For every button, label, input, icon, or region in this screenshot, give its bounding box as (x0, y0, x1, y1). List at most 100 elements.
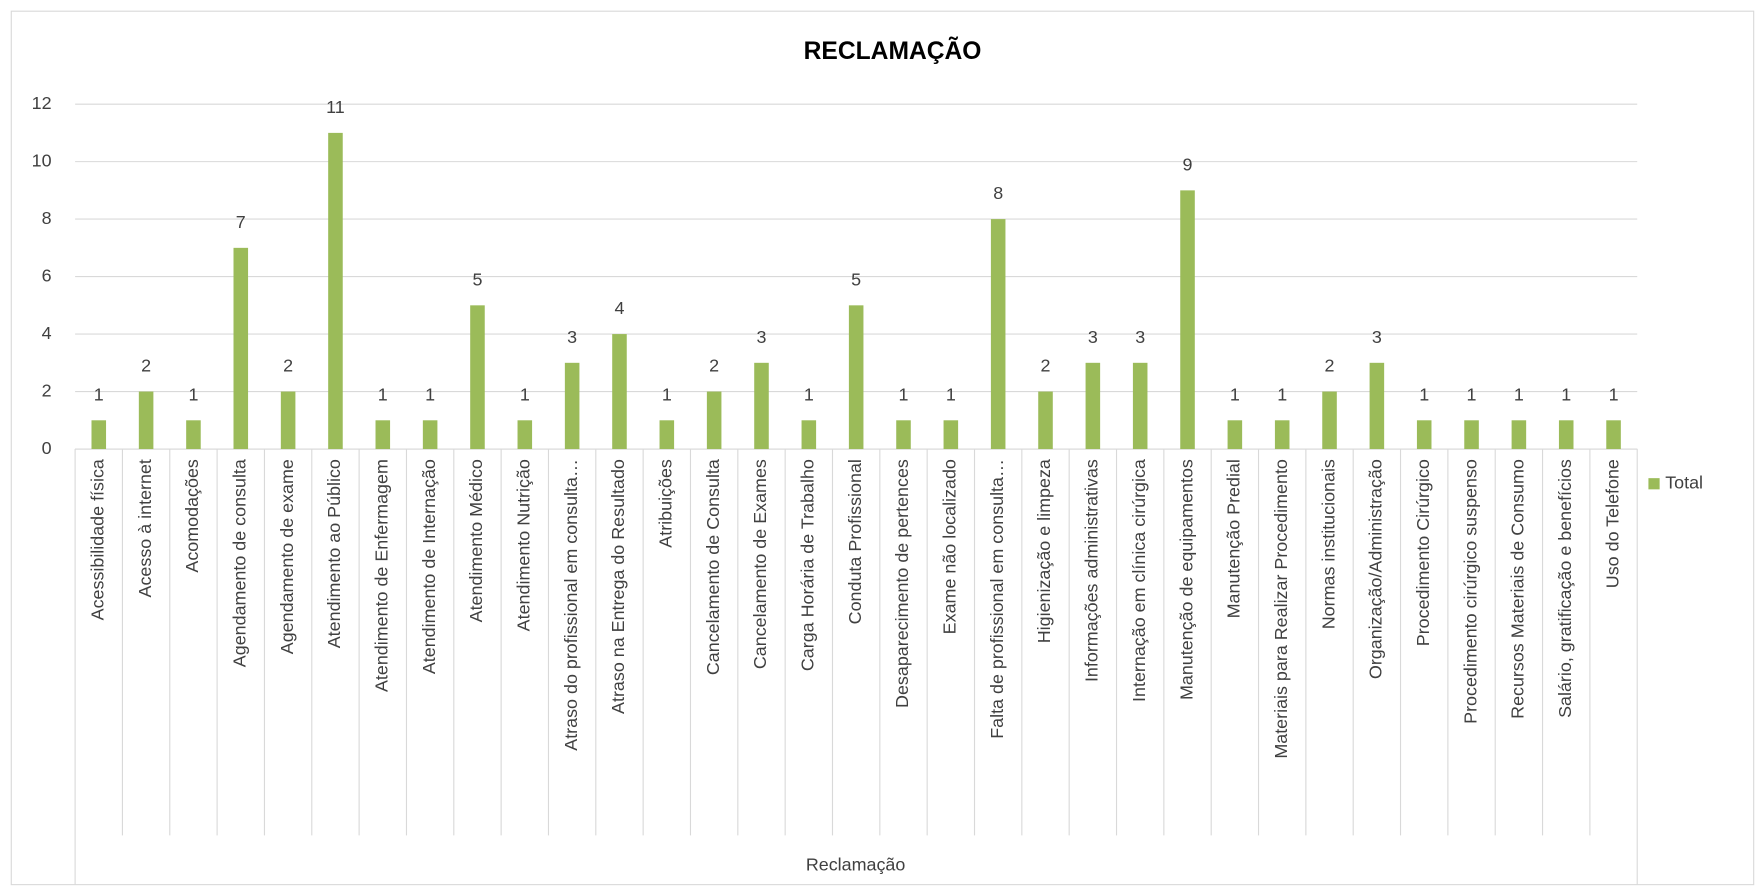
data-label: 1 (1419, 384, 1429, 404)
bar (233, 247, 249, 450)
bar (1322, 391, 1337, 450)
data-label: 3 (1135, 327, 1145, 347)
x-tick-label: Cancelamento de Exames (750, 459, 770, 669)
x-tick-label: Exame não localizado (940, 459, 960, 634)
data-label: 9 (1183, 154, 1193, 174)
bar (943, 420, 959, 450)
y-tick-label: 10 (32, 150, 52, 170)
x-tick-label: Desaparecimento de pertences (892, 459, 912, 708)
x-tick-label: Procedimento cirúrgico suspenso (1460, 459, 1480, 724)
legend-label: Total (1665, 472, 1703, 492)
x-tick-label: Atraso do profissional em consulta… (561, 459, 581, 751)
x-tick-label: Atendimento de Enfermagem (372, 459, 392, 692)
x-tick-label: Manutenção de equipamentos (1176, 459, 1196, 700)
data-label: 1 (188, 384, 198, 404)
x-tick-label: Salário, gratificação e benefícios (1555, 459, 1575, 718)
bar (1416, 420, 1432, 450)
x-tick-label: Procedimento Cirúrgico (1413, 459, 1433, 646)
y-tick-label: 4 (42, 323, 52, 343)
bar (1274, 420, 1290, 450)
x-tick-label: Cancelamento de Consulta (703, 459, 723, 675)
x-tick-label: Materiais para Realizar Procedimento (1271, 459, 1291, 759)
data-label: 1 (1609, 384, 1619, 404)
bar (1132, 362, 1148, 450)
data-label: 1 (425, 384, 435, 404)
data-label: 2 (1041, 356, 1051, 376)
data-label: 1 (378, 384, 388, 404)
data-label: 1 (1467, 384, 1477, 404)
y-tick-label: 6 (42, 265, 52, 285)
bar (848, 305, 864, 450)
bar (517, 420, 533, 450)
x-tick-label: Higienização e limpeza (1034, 459, 1054, 643)
x-tick-label: Agendamento de exame (277, 459, 297, 654)
bar (1085, 362, 1101, 450)
x-tick-label: Organização/Administração (1366, 459, 1386, 679)
chart-border (10, 10, 1755, 886)
data-label: 8 (993, 183, 1003, 203)
data-label: 3 (1372, 327, 1382, 347)
x-tick-label: Normas institucionais (1318, 459, 1338, 629)
x-tick-label: Carga Horária de Trabalho (798, 459, 818, 671)
data-label: 2 (283, 356, 293, 376)
bar (564, 362, 580, 450)
bar (1558, 420, 1574, 450)
x-tick-label: Falta de profissional em consulta… (987, 459, 1007, 739)
bar (375, 420, 391, 450)
x-tick-label: Atendimento Nutrição (514, 459, 534, 631)
x-tick-label: Agendamento de consulta (230, 459, 250, 667)
data-label: 1 (946, 384, 956, 404)
x-tick-label: Conduta Profissional (845, 459, 865, 624)
x-tick-label: Atendimento Médico (466, 459, 486, 622)
bar (1606, 420, 1621, 450)
data-label: 5 (851, 269, 861, 289)
bar (896, 420, 911, 450)
data-label: 3 (757, 327, 767, 347)
bar (328, 132, 343, 450)
bar (801, 420, 817, 450)
data-label: 1 (520, 384, 530, 404)
x-tick-label: Acessibilidade física (88, 459, 108, 620)
bar (1227, 420, 1243, 450)
data-label: 4 (614, 298, 624, 318)
x-tick-label: Atendimento ao Público (324, 459, 344, 648)
data-label: 1 (804, 384, 814, 404)
data-label: 1 (1230, 384, 1240, 404)
x-tick-label: Recursos Materiais de Consumo (1508, 459, 1528, 719)
data-label: 1 (662, 384, 672, 404)
x-tick-label: Acomodações (182, 459, 202, 573)
data-label: 2 (141, 356, 151, 376)
data-label: 1 (1277, 384, 1287, 404)
bar (1464, 420, 1479, 450)
bar (91, 420, 107, 450)
data-label: 3 (1088, 327, 1098, 347)
data-label: 11 (326, 97, 345, 117)
bar (754, 362, 769, 450)
x-tick-label: Atendimento de Internação (419, 459, 439, 674)
data-label: 2 (1325, 356, 1335, 376)
bar (422, 420, 438, 450)
bar (1180, 190, 1195, 450)
bar (990, 219, 1006, 450)
y-tick-label: 12 (32, 93, 52, 113)
x-tick-label: Acesso à internet (135, 459, 155, 597)
data-label: 3 (567, 327, 577, 347)
bar (186, 420, 201, 450)
legend-swatch (1648, 478, 1660, 490)
bar (612, 334, 627, 450)
data-label: 1 (899, 384, 909, 404)
bar (1511, 420, 1527, 450)
x-tick-label: Uso do Telefone (1602, 459, 1622, 588)
data-label: 1 (94, 384, 104, 404)
data-label: 2 (709, 356, 719, 376)
x-tick-label: Manutenção Predial (1224, 459, 1244, 618)
y-tick-label: 8 (42, 208, 52, 228)
data-label: 1 (1514, 384, 1524, 404)
bar (470, 305, 485, 450)
y-tick-label: 0 (42, 438, 52, 458)
data-label: 1 (1561, 384, 1571, 404)
x-tick-label: Informações administrativas (1082, 459, 1102, 682)
bar (138, 391, 154, 450)
data-label: 5 (472, 269, 482, 289)
